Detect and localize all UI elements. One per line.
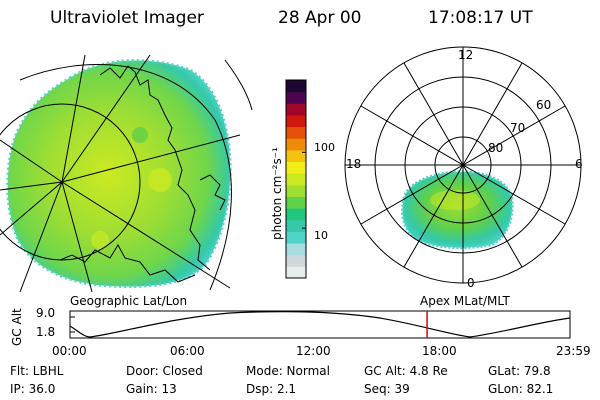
xtick-0600: 06:00 [170,344,205,358]
colorbar-swatch [286,219,306,232]
status-dsp: Dsp: 2.1 [246,382,297,396]
time-label: 17:08:17 UT [428,8,533,28]
instrument-title: Ultraviolet Imager [50,8,204,28]
colorbar-label: photon cm⁻²s⁻¹ [270,147,284,240]
mlt-label-12: 12 [458,48,474,62]
date-label: 28 Apr 00 [278,8,362,28]
altitude-curve [69,311,571,338]
xtick-1800: 18:00 [422,344,457,358]
colorbar-tick-100: 100 [314,141,335,154]
colorbar-swatch [286,254,306,267]
altitude-ytick-low: 1.8 [36,325,56,339]
colorbar [285,79,307,279]
colorbar-swatch [286,126,306,139]
colorbar-swatch [286,208,306,221]
geo-aurora-image [6,59,232,289]
colorbar-swatch [286,114,306,128]
colorbar-swatch [286,91,306,104]
colorbar-swatch [286,231,306,244]
colorbar-swatch [286,266,306,279]
polar-grid [344,46,582,284]
polar-panel-label: Apex MLat/MLT [420,294,510,308]
status-flt: Flt: LBHL [10,364,64,378]
mlt-label-0: 0 [467,276,475,290]
colorbar-swatch [286,161,306,174]
geo-grid [0,54,253,292]
status-glat: GLat: 79.8 [488,364,551,378]
mlt-label-18: 18 [346,157,362,171]
colorbar-swatch [286,138,306,151]
altitude-plot [69,310,571,339]
colorbar-swatch [286,80,306,93]
colorbar-swatch [286,184,306,197]
colorbar-swatch [286,103,306,116]
mlat-label-60: 60 [536,98,552,112]
geo-image-panel [0,54,253,292]
colorbar-swatch [286,173,306,186]
xtick-2359: 23:59 [556,344,591,358]
status-glon: GLon: 82.1 [488,382,554,396]
status-door: Door: Closed [126,364,203,378]
colorbar-swatch [286,149,306,163]
xtick-0000: 00:00 [52,344,87,358]
altitude-ylabel: GC Alt [10,308,24,346]
altitude-ytick-high: 9.0 [36,306,56,320]
colorbar-swatch [286,243,306,256]
mlat-label-80: 80 [488,141,504,155]
mlt-label-6: 6 [575,157,583,171]
geo-coastline [99,65,211,271]
status-seq: Seq: 39 [364,382,410,396]
status-ip: IP: 36.0 [10,382,56,396]
colorbar-tick-10: 10 [314,229,328,242]
status-mode: Mode: Normal [246,364,330,378]
status-gain: Gain: 13 [126,382,177,396]
colorbar-frame [285,79,307,279]
polar-panel [344,46,582,284]
geo-panel-label: Geographic Lat/Lon [70,294,188,308]
xtick-1200: 12:00 [296,344,331,358]
colorbar-swatch [286,196,306,209]
mlat-label-70: 70 [510,121,526,135]
status-gc-alt: GC Alt: 4.8 Re [364,364,448,378]
